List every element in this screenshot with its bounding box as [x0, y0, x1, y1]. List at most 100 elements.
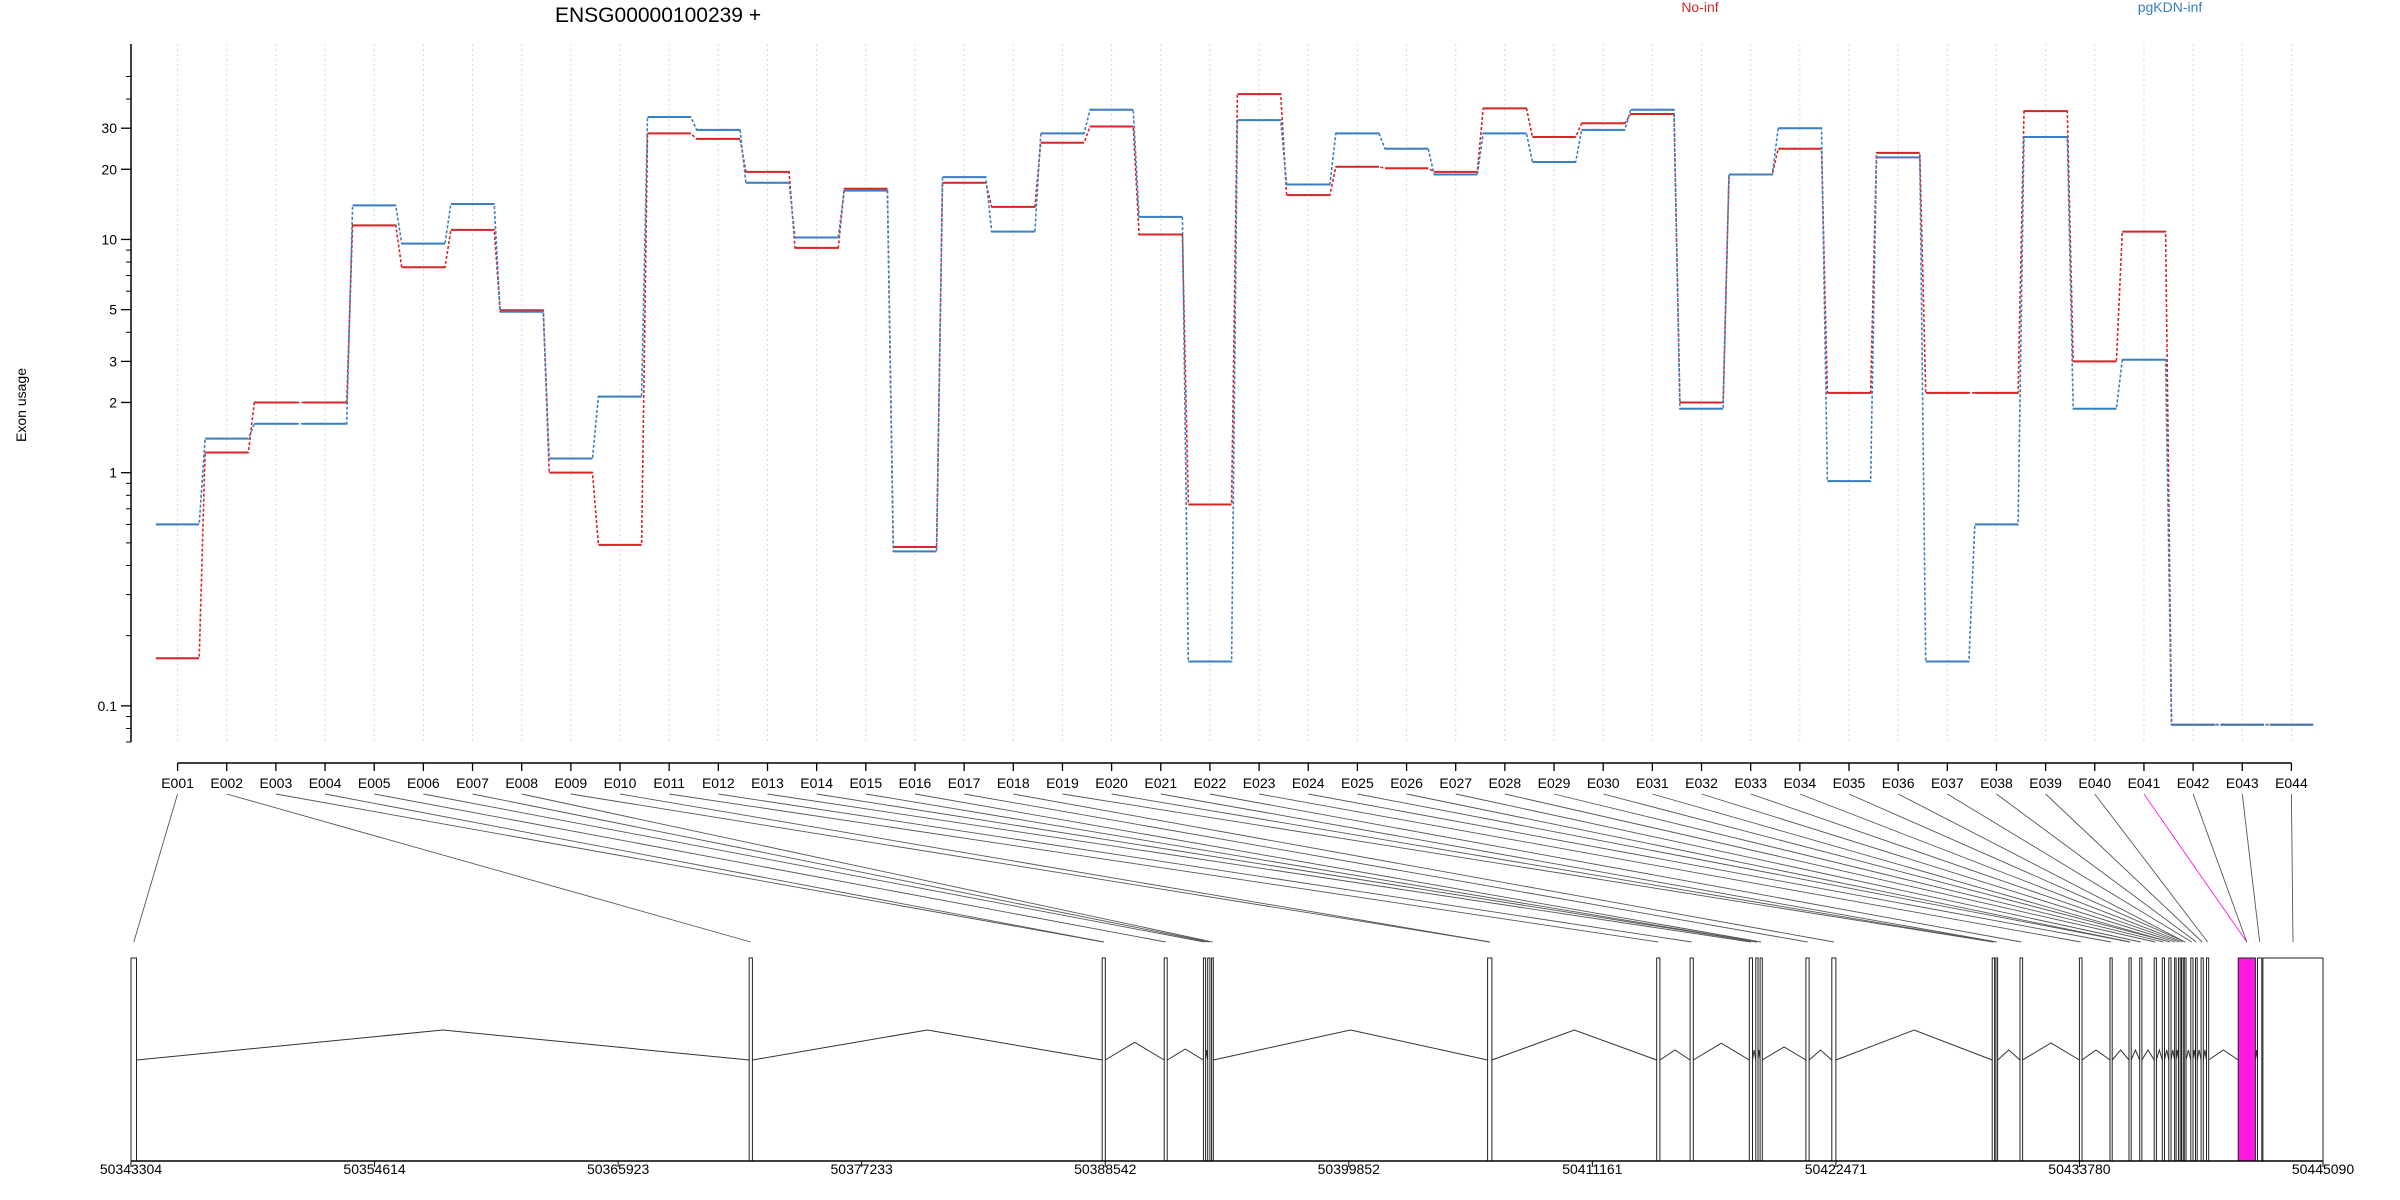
- connector-line: [1652, 793, 2171, 943]
- connector-line: [2290, 793, 2294, 943]
- x-tick-label: E017: [948, 775, 981, 791]
- connector-line: [1160, 793, 1997, 943]
- x-tick-label: E019: [1046, 775, 1079, 791]
- intron-line: [2081, 1049, 2111, 1061]
- coordinate-label: 50365923: [587, 1161, 650, 1177]
- connector-line: [1357, 793, 2131, 943]
- y-tick-label: 30: [101, 120, 117, 136]
- x-tick-label: E001: [161, 775, 194, 791]
- coordinate-label: 50388542: [1074, 1161, 1137, 1177]
- y-axis: 0.1 1 2 3 5 10 20 30: [98, 44, 132, 743]
- x-tick-label: E008: [505, 775, 538, 791]
- y-axis-label: Exon usage: [13, 368, 29, 442]
- intron-line: [2111, 1049, 2130, 1061]
- x-tick-label: E037: [1931, 775, 1964, 791]
- intron-line: [136, 1029, 750, 1061]
- connector-line: [1013, 793, 1834, 943]
- exon-box: [1163, 957, 1168, 1162]
- exon-box: [1748, 957, 1754, 1162]
- connector-line: [1848, 793, 2186, 943]
- exon-box: [2019, 957, 2024, 1162]
- coordinate-label: 50377233: [831, 1161, 894, 1177]
- intron-line: [1104, 1041, 1165, 1061]
- legend: No-inf pgKDN-inf: [1681, 0, 2202, 15]
- x-tick-label: E013: [751, 775, 784, 791]
- intron-line: [1808, 1049, 1833, 1061]
- connector-line: [2045, 793, 2203, 943]
- exon-box: [2190, 957, 2194, 1162]
- connector-line: [767, 793, 1751, 943]
- exon-box: [2195, 957, 2198, 1162]
- connector-line: [521, 793, 1213, 943]
- connector-line: [619, 793, 1490, 943]
- exon-box: [1207, 957, 1211, 1162]
- y-tick-label: 1: [109, 465, 117, 481]
- intron-line: [2141, 1049, 2155, 1061]
- exon-box: [2128, 957, 2132, 1162]
- x-tick-label: E030: [1587, 775, 1620, 791]
- y-tick-label: 10: [101, 231, 117, 247]
- x-tick-label: E039: [2029, 775, 2062, 791]
- exon-box: [2139, 957, 2143, 1162]
- y-tick-label: 20: [101, 161, 117, 177]
- connector-line: [275, 793, 1104, 943]
- exon-box: [2109, 957, 2113, 1162]
- coordinate-label: 50343304: [100, 1161, 163, 1177]
- connector-line: [472, 793, 1209, 943]
- x-tick-label: E033: [1734, 775, 1767, 791]
- x-tick-label: E015: [849, 775, 882, 791]
- series-line: [155, 93, 2314, 726]
- series-line: [155, 108, 2314, 726]
- x-tick-label: E007: [456, 775, 489, 791]
- exon-box: [2168, 957, 2172, 1162]
- coordinate-label: 50445090: [2292, 1161, 2355, 1177]
- exon-box: [1995, 957, 1999, 1162]
- connector-line: [1996, 793, 2197, 943]
- x-tick-label: E036: [1882, 775, 1915, 791]
- connector-line: [1209, 793, 2022, 943]
- connector-line: [570, 793, 1490, 943]
- gene-model: [130, 957, 2324, 1162]
- chart-title: ENSG00000100239 +: [555, 4, 761, 27]
- exon-box: [2153, 957, 2157, 1162]
- x-tick-label: E040: [2078, 775, 2111, 791]
- intron-line: [1491, 1029, 1657, 1061]
- connector-line: [226, 793, 751, 943]
- coordinate-label: 50411161: [1562, 1161, 1622, 1177]
- exon-box: [2078, 957, 2083, 1162]
- connector-line: [816, 793, 1757, 943]
- x-tick-label: E038: [1980, 775, 2013, 791]
- intron-line: [1752, 1049, 1757, 1061]
- intron-line: [1213, 1029, 1488, 1061]
- x-tick-label: E027: [1439, 775, 1472, 791]
- genomic-coordinate-axis: 50343304 50354614 50365923 50377233 50388542…: [100, 1160, 2355, 1177]
- intron-line: [2202, 1049, 2207, 1061]
- connector-line: [133, 793, 179, 943]
- y-tick-label: 5: [109, 302, 117, 318]
- x-tick-label: E026: [1390, 775, 1423, 791]
- coordinate-label: 50399852: [1318, 1161, 1381, 1177]
- x-tick-label: E003: [260, 775, 293, 791]
- x-tick-label: E002: [210, 775, 243, 791]
- connector-line: [2094, 793, 2208, 943]
- vertical-grid: [177, 44, 2292, 742]
- connector-line: [964, 793, 1808, 943]
- x-tick-label: E034: [1783, 775, 1816, 791]
- x-tick-label: E044: [2275, 775, 2308, 791]
- x-tick-label: E028: [1489, 775, 1522, 791]
- x-tick-label: E006: [407, 775, 440, 791]
- x-tick-label: E016: [899, 775, 932, 791]
- intron-line: [2155, 1048, 2163, 1061]
- intron-line: [2170, 1049, 2176, 1061]
- x-tick-label: E042: [2177, 775, 2210, 791]
- x-tick-label: E023: [1243, 775, 1276, 791]
- exon-box: [1991, 957, 1996, 1162]
- x-tick-label: E011: [653, 775, 685, 791]
- exon-box: [1805, 957, 1810, 1162]
- x-tick-label: E025: [1341, 775, 1374, 791]
- coordinate-label: 50422471: [1805, 1161, 1868, 1177]
- exon-box: [1755, 957, 1759, 1162]
- intron-line: [1166, 1048, 1204, 1061]
- connector-line: [1308, 793, 2112, 943]
